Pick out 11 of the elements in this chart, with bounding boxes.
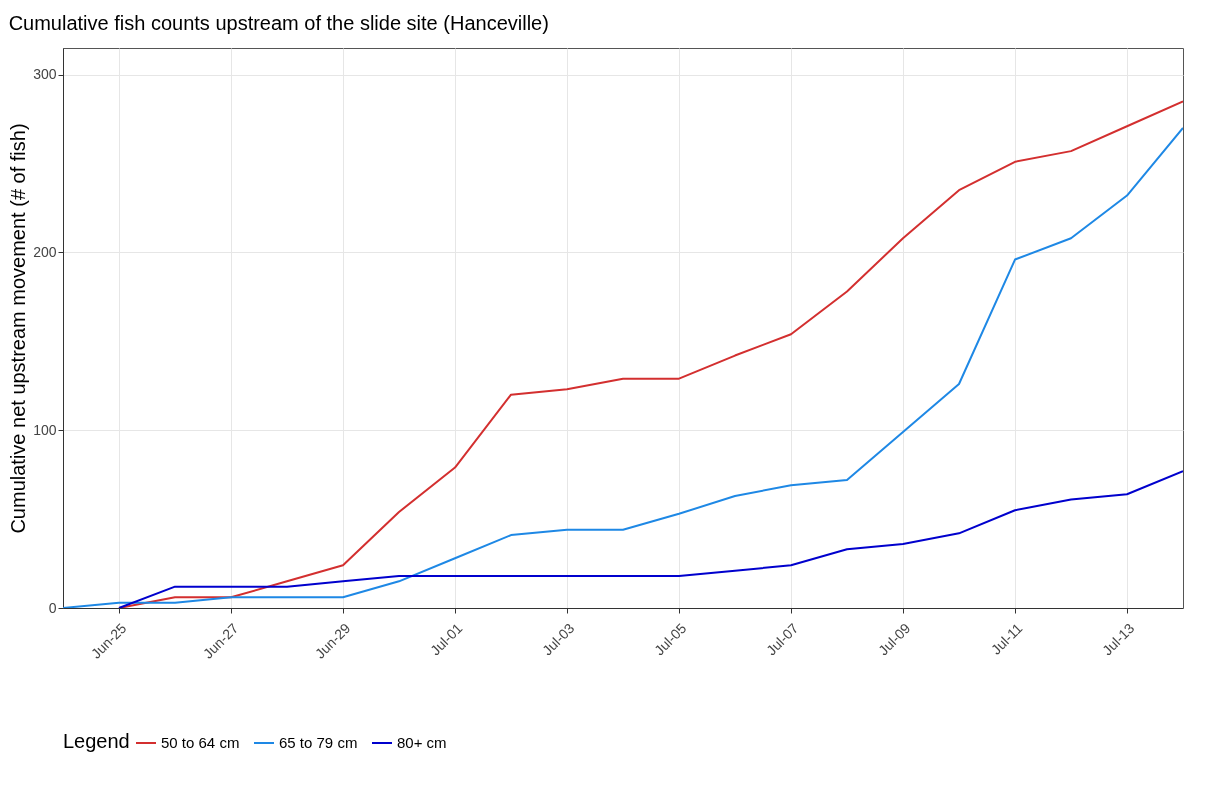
y-tick-label: 200 bbox=[33, 243, 57, 260]
y-tick-label: 300 bbox=[33, 66, 57, 83]
chart-title: Cumulative fish counts upstream of the slide site (Hanceville) bbox=[8, 12, 549, 34]
legend-title: Legend bbox=[63, 730, 130, 752]
y-tick-label: 100 bbox=[33, 421, 57, 438]
legend-label: 80+ cm bbox=[397, 734, 447, 751]
legend-label: 50 to 64 cm bbox=[161, 734, 240, 751]
y-tick-label: 0 bbox=[48, 599, 57, 616]
legend-label: 65 to 79 cm bbox=[279, 734, 358, 751]
line-series bbox=[118, 470, 1183, 608]
y-axis-title: Cumulative net upstream movement (# of fish) bbox=[7, 123, 30, 534]
